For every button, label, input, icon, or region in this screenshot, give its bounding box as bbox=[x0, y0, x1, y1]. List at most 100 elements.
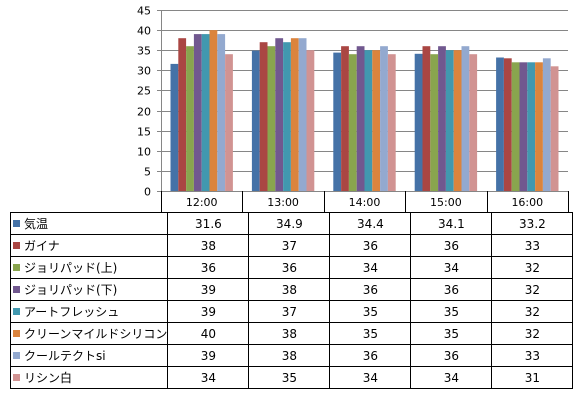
legend-key bbox=[13, 330, 20, 337]
data-label: 36 bbox=[329, 234, 412, 257]
legend-key bbox=[13, 242, 20, 249]
y-tick-label: 15 bbox=[137, 126, 151, 139]
bar bbox=[290, 38, 299, 192]
data-label: 38 bbox=[248, 344, 331, 367]
data-label: 38 bbox=[248, 322, 331, 345]
bar bbox=[193, 34, 202, 191]
bar bbox=[511, 62, 520, 191]
data-label: 32 bbox=[491, 278, 574, 301]
series-name-cell: ガイナ bbox=[9, 234, 169, 257]
series-name: ガイナ bbox=[24, 239, 60, 253]
data-label: 38 bbox=[167, 234, 250, 257]
data-label: 34 bbox=[329, 256, 412, 279]
bar bbox=[341, 46, 349, 192]
data-label: 34 bbox=[410, 366, 493, 389]
data-label: 33 bbox=[491, 344, 574, 367]
data-label: 37 bbox=[248, 234, 331, 257]
bar bbox=[414, 53, 423, 191]
x-tick-label: 15:00 bbox=[430, 196, 462, 209]
series-name-cell: アートフレッシュ bbox=[9, 300, 169, 323]
legend-key bbox=[13, 264, 20, 271]
bar bbox=[356, 46, 365, 192]
bar bbox=[496, 57, 504, 191]
data-label: 35 bbox=[248, 366, 331, 389]
y-tick-label: 35 bbox=[137, 45, 151, 58]
bar bbox=[170, 63, 179, 191]
data-label: 36 bbox=[248, 256, 331, 279]
y-tick-label: 45 bbox=[137, 5, 151, 18]
x-tick-label: 14:00 bbox=[349, 196, 381, 209]
table-row: クリーンマイルドシリコン 40 38 35 35 32 bbox=[9, 322, 574, 345]
data-label: 36 bbox=[329, 278, 412, 301]
bar bbox=[201, 34, 210, 191]
bar bbox=[422, 46, 431, 192]
bar bbox=[519, 62, 528, 191]
x-tick-label: 16:00 bbox=[511, 196, 543, 209]
bar bbox=[267, 46, 276, 192]
data-label: 34.9 bbox=[248, 212, 331, 235]
series-name: リシン白 bbox=[24, 371, 73, 385]
data-label: 36 bbox=[410, 344, 493, 367]
bar bbox=[217, 34, 226, 191]
data-table: 気温 31.6 34.9 34.4 34.1 33.2 ガイナ 38 37 36 36 33 ジョリパッ… bbox=[9, 212, 574, 389]
data-label: 35 bbox=[410, 300, 493, 323]
data-label: 34.4 bbox=[329, 212, 412, 235]
series-name: クールテクトsi bbox=[24, 349, 106, 363]
table-row: リシン白 34 35 34 34 31 bbox=[9, 366, 574, 389]
series-name-cell: リシン白 bbox=[9, 366, 169, 389]
data-label: 31.6 bbox=[167, 212, 250, 235]
data-label: 36 bbox=[329, 344, 412, 367]
bar bbox=[445, 50, 454, 192]
bar bbox=[430, 54, 439, 192]
bar bbox=[209, 30, 218, 191]
y-tick-label: 30 bbox=[137, 65, 151, 78]
legend-key bbox=[13, 352, 20, 359]
data-label: 38 bbox=[248, 278, 331, 301]
bar bbox=[348, 54, 357, 192]
table-row: ジョリパッド(上) 36 36 34 34 32 bbox=[9, 256, 574, 279]
bar bbox=[225, 54, 233, 192]
series-name-cell: クールテクトsi bbox=[9, 344, 169, 367]
table-row: ガイナ 38 37 36 36 33 bbox=[9, 234, 574, 257]
y-tick-label: 40 bbox=[137, 25, 151, 38]
legend-key bbox=[13, 286, 20, 293]
table-row: アートフレッシュ 39 37 35 35 32 bbox=[9, 300, 574, 323]
legend-key bbox=[13, 220, 20, 227]
y-tick-label: 0 bbox=[144, 186, 151, 199]
y-tick-label: 10 bbox=[137, 146, 151, 159]
data-label: 32 bbox=[491, 256, 574, 279]
data-label: 40 bbox=[167, 322, 250, 345]
data-label: 39 bbox=[167, 344, 250, 367]
bar bbox=[372, 50, 381, 192]
bar bbox=[333, 52, 342, 191]
bar bbox=[453, 50, 462, 192]
y-tick-label: 5 bbox=[144, 166, 151, 179]
bar bbox=[527, 62, 536, 191]
bar bbox=[535, 62, 543, 191]
series-name: 気温 bbox=[24, 217, 49, 231]
x-tick-label: 13:00 bbox=[267, 196, 299, 209]
data-label: 33.2 bbox=[491, 212, 574, 235]
data-label: 34 bbox=[167, 366, 250, 389]
bar bbox=[380, 46, 388, 192]
data-label: 36 bbox=[410, 234, 493, 257]
bars bbox=[170, 30, 559, 192]
bar bbox=[306, 50, 315, 192]
bar bbox=[186, 46, 194, 192]
data-label: 35 bbox=[329, 300, 412, 323]
bar bbox=[259, 42, 268, 192]
bar bbox=[542, 58, 551, 191]
data-label: 34.1 bbox=[410, 212, 493, 235]
bar bbox=[298, 38, 307, 192]
data-label: 34 bbox=[410, 256, 493, 279]
data-label: 33 bbox=[491, 234, 574, 257]
bar bbox=[387, 54, 396, 192]
data-label: 35 bbox=[410, 322, 493, 345]
series-name: クリーンマイルドシリコン bbox=[24, 327, 168, 341]
data-label: 32 bbox=[491, 322, 574, 345]
data-label: 34 bbox=[329, 366, 412, 389]
bar bbox=[438, 46, 446, 192]
table-row: ジョリパッド(下) 39 38 36 36 32 bbox=[9, 278, 574, 301]
data-label: 35 bbox=[329, 322, 412, 345]
data-label: 31 bbox=[491, 366, 574, 389]
